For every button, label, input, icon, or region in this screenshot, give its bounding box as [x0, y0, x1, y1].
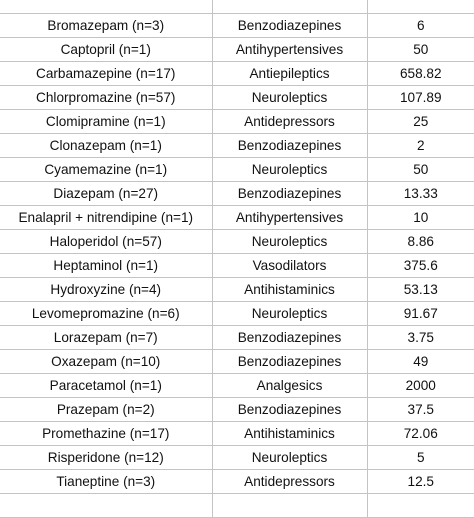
drug-name-cell: Clomipramine (n=1)	[0, 109, 213, 134]
drug-name-cell: Paracetamol (n=1)	[0, 373, 213, 398]
dose-cell: 6	[367, 13, 474, 38]
dose-cell: 375.6	[367, 253, 474, 278]
drug-class-cell: Benzodiazepines	[212, 325, 368, 350]
table-row: Tianeptine (n=3) Antidepressors 12.5	[0, 469, 474, 494]
dose-cell: 12.5	[367, 469, 474, 494]
drug-class-cell: Vasodilators	[212, 253, 368, 278]
dose-cell: 8.86	[367, 229, 474, 254]
drug-name-cell: Chlorpromazine (n=57)	[0, 85, 213, 110]
dose-cell: 2	[367, 133, 474, 158]
table-row: Cyamemazine (n=1) Neuroleptics 50	[0, 157, 474, 182]
drug-name-cell: Lorazepam (n=7)	[0, 325, 213, 350]
table-row: Prazepam (n=2) Benzodiazepines 37.5	[0, 397, 474, 422]
table-row: Promethazine (n=17) Antihistaminics 72.06	[0, 421, 474, 446]
dose-cell: 25	[367, 109, 474, 134]
dose-cell	[367, 493, 474, 518]
dose-cell: 3.75	[367, 325, 474, 350]
drug-class-cell: Benzodiazepines	[212, 349, 368, 374]
drug-name-cell: Carbamazepine (n=17)	[0, 61, 213, 86]
drug-name-cell: Cyamemazine (n=1)	[0, 157, 213, 182]
drug-class-cell: Antidepressors	[212, 469, 368, 494]
drug-class-cell	[212, 493, 368, 518]
table-row	[0, 493, 474, 518]
drug-class-cell: Antihypertensives	[212, 205, 368, 230]
drug-class-cell: Neuroleptics	[212, 85, 368, 110]
dose-cell: 2000	[367, 373, 474, 398]
dose-cell: 13.33	[367, 181, 474, 206]
drug-class-cell: Neuroleptics	[212, 301, 368, 326]
drug-class-cell: Antihypertensives	[212, 37, 368, 62]
drug-name-cell: Risperidone (n=12)	[0, 445, 213, 470]
drug-class-cell: Benzodiazepines	[212, 13, 368, 38]
table-row: Clonazepam (n=1) Benzodiazepines 2	[0, 133, 474, 158]
dose-cell: 658.82	[367, 61, 474, 86]
drug-name-cell: Enalapril + nitrendipine (n=1)	[0, 205, 213, 230]
table-row: Paracetamol (n=1) Analgesics 2000	[0, 373, 474, 398]
drug-class-cell: Antidepressors	[212, 109, 368, 134]
drug-name-cell: Oxazepam (n=10)	[0, 349, 213, 374]
drug-class-cell: Antihistaminics	[212, 277, 368, 302]
drug-name-cell: Heptaminol (n=1)	[0, 253, 213, 278]
dose-cell: 72.06	[367, 421, 474, 446]
drug-class-cell: Antiepileptics	[212, 61, 368, 86]
drug-class-cell	[212, 0, 368, 14]
drug-name-cell: Diazepam (n=27)	[0, 181, 213, 206]
table-row: Hydroxyzine (n=4) Antihistaminics 53.13	[0, 277, 474, 302]
dose-cell: 107.89	[367, 85, 474, 110]
drug-class-cell: Antihistaminics	[212, 421, 368, 446]
drug-name-cell: Tianeptine (n=3)	[0, 469, 213, 494]
drug-name-cell: Hydroxyzine (n=4)	[0, 277, 213, 302]
drug-name-cell	[0, 493, 213, 518]
drug-class-cell: Neuroleptics	[212, 229, 368, 254]
dose-cell: 49	[367, 349, 474, 374]
table-row: Carbamazepine (n=17) Antiepileptics 658.82	[0, 61, 474, 86]
dose-cell	[367, 0, 474, 14]
dose-cell: 91.67	[367, 301, 474, 326]
table-row: Enalapril + nitrendipine (n=1) Antihypert…	[0, 205, 474, 230]
drug-name-cell: Levomepromazine (n=6)	[0, 301, 213, 326]
drug-name-cell: Prazepam (n=2)	[0, 397, 213, 422]
dose-cell: 10	[367, 205, 474, 230]
dose-cell: 5	[367, 445, 474, 470]
drug-class-cell: Benzodiazepines	[212, 181, 368, 206]
drug-class-cell: Neuroleptics	[212, 445, 368, 470]
drug-name-cell	[0, 0, 213, 14]
dose-cell: 50	[367, 157, 474, 182]
drug-name-cell: Clonazepam (n=1)	[0, 133, 213, 158]
table-row: Bromazepam (n=3) Benzodiazepines 6	[0, 13, 474, 38]
drug-class-cell: Benzodiazepines	[212, 133, 368, 158]
dose-cell: 53.13	[367, 277, 474, 302]
table-row: Haloperidol (n=57) Neuroleptics 8.86	[0, 229, 474, 254]
drug-class-cell: Neuroleptics	[212, 157, 368, 182]
table-row: Captopril (n=1) Antihypertensives 50	[0, 37, 474, 62]
drug-class-cell: Benzodiazepines	[212, 397, 368, 422]
table-row	[0, 0, 474, 14]
table-row: Chlorpromazine (n=57) Neuroleptics 107.89	[0, 85, 474, 110]
table-row: Clomipramine (n=1) Antidepressors 25	[0, 109, 474, 134]
drug-name-cell: Promethazine (n=17)	[0, 421, 213, 446]
drug-class-cell: Analgesics	[212, 373, 368, 398]
table-row: Oxazepam (n=10) Benzodiazepines 49	[0, 349, 474, 374]
dose-cell: 50	[367, 37, 474, 62]
table-row: Heptaminol (n=1) Vasodilators 375.6	[0, 253, 474, 278]
drug-name-cell: Bromazepam (n=3)	[0, 13, 213, 38]
dose-cell: 37.5	[367, 397, 474, 422]
drug-name-cell: Haloperidol (n=57)	[0, 229, 213, 254]
table-row: Levomepromazine (n=6) Neuroleptics 91.67	[0, 301, 474, 326]
table-row: Diazepam (n=27) Benzodiazepines 13.33	[0, 181, 474, 206]
table-row: Lorazepam (n=7) Benzodiazepines 3.75	[0, 325, 474, 350]
table-row: Risperidone (n=12) Neuroleptics 5	[0, 445, 474, 470]
drug-name-cell: Captopril (n=1)	[0, 37, 213, 62]
